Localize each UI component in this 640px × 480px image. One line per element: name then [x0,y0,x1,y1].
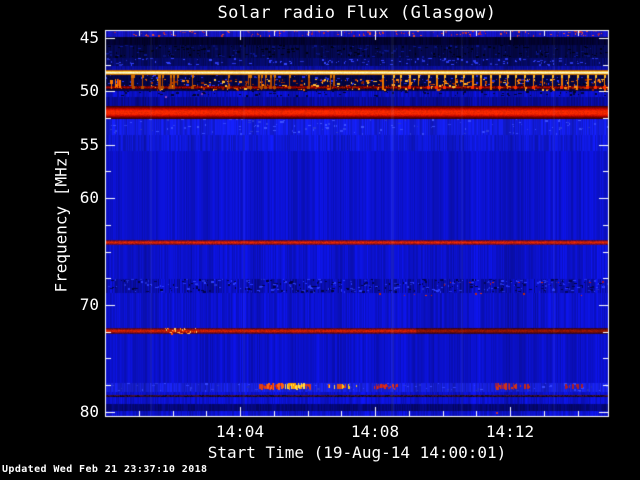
x-tick-label: 14:12 [485,422,535,441]
y-tick-label: 70 [79,295,99,314]
y-tick-label: 80 [79,402,99,421]
y-axis-title: Frequency [MHz] [51,148,71,293]
x-axis-title: Start Time (19-Aug-14 14:00:01) [207,443,507,462]
y-tick-label: 60 [79,188,99,207]
y-tick-label: 55 [79,135,99,154]
updated-timestamp: Updated Wed Feb 21 23:37:10 2018 [2,464,208,475]
y-tick-label: 45 [79,28,99,47]
chart-title: Solar radio Flux (Glasgow) [217,3,497,23]
x-tick-label: 14:08 [350,422,400,441]
y-tick-label: 50 [79,81,99,100]
x-tick-label: 14:04 [215,422,265,441]
